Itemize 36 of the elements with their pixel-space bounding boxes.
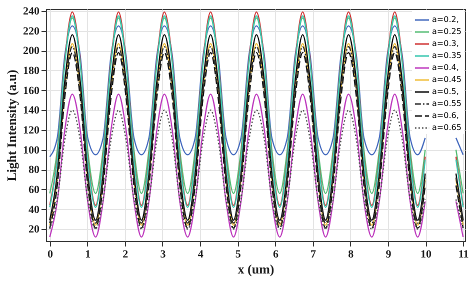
x-tick-label: 7	[310, 248, 317, 260]
legend-label: a=0.25	[432, 27, 462, 36]
legend-label: a=0.55	[432, 99, 462, 108]
legend-label: a=0.65	[432, 123, 462, 132]
x-tick-label: 9	[386, 248, 392, 260]
legend-label: a=0.5,	[432, 87, 459, 96]
legend-label: a=0.45	[432, 75, 462, 84]
x-tick-label: 6	[272, 248, 279, 260]
x-tick-label: 2	[122, 248, 129, 260]
y-tick-label: 40	[28, 204, 40, 216]
x-tick-label: 11	[458, 248, 469, 260]
y-tick-label: 100	[23, 144, 40, 156]
y-tick-label: 20	[28, 224, 40, 236]
y-tick-label: 240	[23, 5, 40, 18]
y-tick-label: 120	[23, 124, 40, 136]
x-tick-label: 5	[235, 248, 242, 260]
x-tick-label: 1	[85, 248, 91, 260]
legend-label: a=0.2,	[432, 15, 459, 24]
x-tick-label: 4	[198, 248, 204, 260]
y-tick-label: 160	[23, 84, 40, 97]
x-tick-label: 0	[48, 248, 54, 260]
y-tick-label: 200	[23, 45, 40, 58]
x-axis-title: x (um)	[238, 262, 274, 276]
x-tick-label: 8	[348, 248, 354, 260]
y-tick-label: 140	[23, 104, 40, 117]
legend-label: a=0.3,	[432, 39, 459, 48]
x-tick-label: 3	[160, 248, 166, 260]
y-tick-label: 60	[28, 184, 40, 196]
x-tick-label: 10	[420, 248, 432, 260]
y-tick-label: 80	[28, 164, 40, 176]
y-tick-label: 180	[23, 64, 40, 77]
y-tick-label: 220	[23, 25, 40, 38]
legend-label: a=0.4,	[432, 63, 459, 72]
legend-label: a=0.6,	[432, 111, 459, 120]
legend-label: a=0.35	[432, 51, 462, 60]
y-axis-title: Light Intensity (a.u)	[4, 70, 19, 182]
